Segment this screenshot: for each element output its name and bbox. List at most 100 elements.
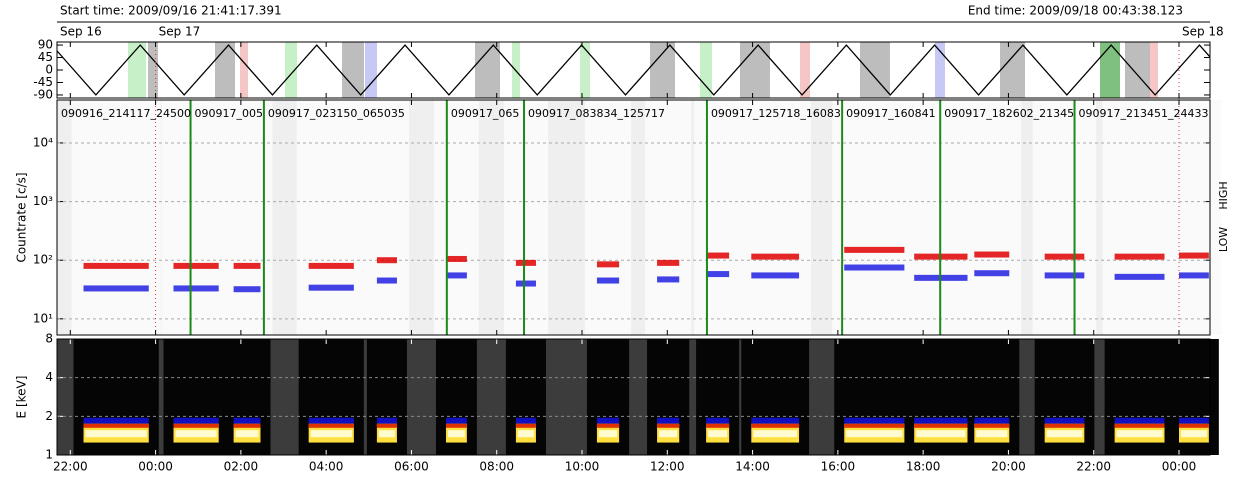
spectrum-edge	[308, 417, 354, 424]
y-tick-label: 10⁴	[33, 135, 53, 149]
spectrum-core	[1180, 430, 1207, 438]
x-tick-label: 14:00	[735, 460, 770, 474]
countrate-band	[1044, 272, 1085, 279]
coverage-stripe	[161, 100, 231, 335]
coverage-stripe	[1032, 100, 1097, 335]
countrate-band	[844, 246, 905, 253]
x-tick-label: 02:00	[224, 460, 259, 474]
countrate-band	[308, 262, 354, 269]
y-tick-label: 1	[45, 448, 53, 462]
countrate-band	[706, 271, 730, 278]
y-tick-label: -90	[33, 87, 53, 101]
spectrum-edge	[844, 417, 905, 424]
countrate-band	[515, 280, 536, 287]
x-tick-label: 00:00	[1162, 460, 1197, 474]
countrate-band	[974, 251, 1010, 258]
spectrum-core	[976, 430, 1008, 438]
countrate-band	[376, 277, 397, 284]
x-tick-label: 04:00	[309, 460, 344, 474]
countrate-band	[376, 257, 397, 264]
x-tick-label: 16:00	[821, 460, 856, 474]
spectrum-core	[753, 430, 798, 438]
spectrum-core	[708, 430, 728, 438]
coverage-stripe	[296, 100, 366, 335]
y-tick-label: 2	[45, 409, 53, 423]
spectrum-edge	[376, 417, 397, 424]
countrate-band	[1178, 272, 1209, 279]
y-tick-label: 0	[45, 63, 53, 77]
spectrum-edge	[706, 423, 730, 428]
spectrum-edge	[1178, 417, 1209, 424]
coverage-stripe	[739, 100, 812, 335]
file-label: 090917_213451_24433	[1079, 107, 1209, 120]
spectrum-edge	[974, 423, 1010, 428]
file-label: 090917_005	[195, 107, 264, 120]
countrate-band	[445, 255, 467, 262]
y-axis-label: Countrate [c/s]	[15, 172, 29, 262]
file-label: 090917_065	[451, 107, 520, 120]
y-tick-label: 90	[38, 38, 53, 52]
y-tick-label: -45	[33, 75, 53, 89]
x-tick-label: 22:00	[1076, 460, 1111, 474]
spectrum-edge	[844, 423, 905, 428]
countrate-band	[1114, 253, 1165, 260]
y-tick-label: 10²	[33, 253, 53, 267]
x-tick-label: 18:00	[906, 460, 941, 474]
spectrum-core	[235, 430, 259, 438]
spectrum-core	[1046, 430, 1083, 438]
spectrum-edge	[706, 417, 730, 424]
x-tick-label: 22:00	[53, 460, 88, 474]
spectrum-edge	[376, 423, 397, 428]
file-label: 090917_125718_16083	[711, 107, 841, 120]
day-label: Sep 18	[1182, 25, 1224, 39]
spectrum-edge	[914, 423, 968, 428]
spectrum-edge	[657, 423, 680, 428]
panel-frame	[56, 99, 1211, 336]
end-time: End time: 2009/09/18 00:43:38.123	[968, 4, 1183, 18]
coverage-stripe	[364, 100, 409, 335]
day-label: Sep 17	[159, 25, 201, 39]
file-label: 090917_182602_21345	[944, 107, 1074, 120]
countrate-band	[706, 252, 730, 259]
day-label: Sep 16	[60, 25, 102, 39]
coverage-stripe	[645, 100, 692, 335]
attitude-bands	[128, 42, 1158, 98]
countrate-band	[596, 261, 620, 268]
spectrum-edge	[596, 417, 620, 424]
countrate-band	[751, 272, 800, 279]
start-time: Start time: 2009/09/16 21:41:17.391	[60, 4, 282, 18]
countrate-band	[844, 264, 905, 271]
spectrum-edge	[233, 423, 261, 428]
countrate-band	[1044, 253, 1085, 260]
coverage-stripe	[71, 100, 161, 335]
file-label: 090917_023150_065035	[268, 107, 405, 120]
file-label: 090916_214117_24500	[61, 107, 191, 120]
countrate-band	[173, 262, 219, 269]
spectrum-edge	[173, 423, 219, 428]
spectrum-edge	[751, 417, 800, 424]
countrate-band	[1114, 273, 1165, 280]
coverage-stripe	[1166, 100, 1221, 335]
x-tick-label: 08:00	[479, 460, 514, 474]
y-tick-label: 8	[45, 332, 53, 346]
countrate-band	[974, 270, 1010, 277]
legend-label: HIGH	[1217, 181, 1230, 209]
x-tick-label: 12:00	[650, 460, 685, 474]
y-tick-label: 10³	[33, 194, 53, 208]
spectrum-edge	[1044, 423, 1085, 428]
countrate-band	[83, 262, 149, 269]
spectrum-core	[598, 430, 618, 438]
countrate-band	[173, 285, 219, 292]
spectrum-core	[1116, 430, 1163, 438]
coverage-stripe	[584, 100, 632, 335]
y-tick-label: 45	[38, 50, 53, 64]
spectrum-edge	[974, 417, 1010, 424]
countrate-band	[1178, 252, 1209, 259]
spectrum-core	[846, 430, 903, 438]
spectrum-core	[659, 430, 678, 438]
spectrum-edge	[657, 417, 680, 424]
countrate-band	[233, 286, 261, 293]
spectrum-edge	[1178, 423, 1209, 428]
coverage-stripe	[433, 100, 479, 335]
